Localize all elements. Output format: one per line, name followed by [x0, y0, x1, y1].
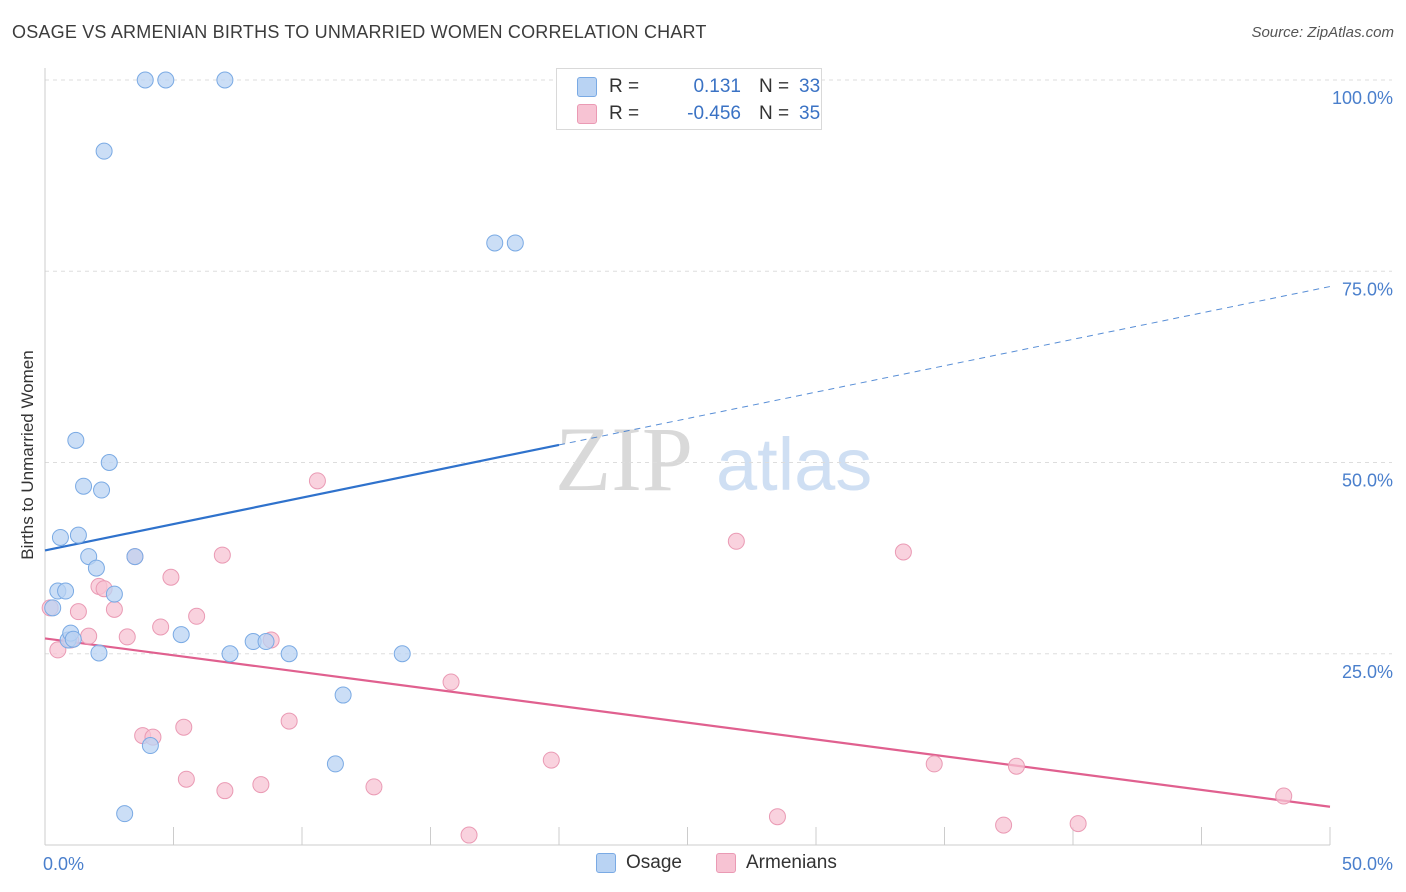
- correlation-legend: R = 0.131 N = 33 R = -0.456 N = 35: [556, 68, 822, 130]
- armenians-point-18: [216, 782, 234, 800]
- osage-point-21: [216, 71, 234, 89]
- armenians-r-value: -0.456: [687, 103, 741, 124]
- armenians-point-30: [925, 755, 943, 773]
- armenians-legend-label: Armenians: [746, 852, 837, 873]
- osage-trend-line: [44, 443, 560, 552]
- chart-title: OSAGE VS ARMENIAN BIRTHS TO UNMARRIED WO…: [12, 22, 707, 42]
- osage-n-value: 33: [799, 76, 821, 97]
- armenians-point-17: [213, 546, 231, 564]
- armenians-point-26: [542, 751, 560, 769]
- osage-point-11: [93, 481, 111, 499]
- osage-point-26: [326, 755, 344, 773]
- armenians-point-29: [894, 543, 912, 561]
- osage-point-19: [157, 71, 175, 89]
- armenians-point-14: [175, 718, 193, 736]
- osage-point-2: [51, 528, 69, 546]
- armenians-point-27: [727, 532, 745, 550]
- armenians-point-3: [69, 603, 87, 621]
- osage-point-20: [172, 626, 190, 644]
- osage-point-12: [95, 142, 113, 160]
- osage-point-28: [393, 645, 411, 663]
- osage-point-17: [136, 71, 154, 89]
- armenians-point-13: [162, 568, 180, 586]
- osage-point-0: [44, 599, 62, 617]
- armenians-point-32: [1007, 757, 1025, 775]
- watermark: ZIP atlas: [555, 408, 872, 510]
- osage-legend-label: Osage: [626, 852, 682, 873]
- armenians-n-label: N =: [759, 103, 790, 124]
- osage-point-3: [57, 582, 75, 600]
- legend-row-armenians: R = -0.456 N = 35: [557, 100, 820, 128]
- armenians-point-16: [188, 607, 206, 625]
- armenians-point-33: [1069, 815, 1087, 833]
- armenians-point-12: [152, 618, 170, 636]
- osage-point-27: [334, 686, 352, 704]
- osage-r-label: R =: [609, 76, 640, 97]
- legend-row-osage: R = 0.131 N = 33: [557, 73, 820, 101]
- armenians-point-15: [177, 770, 195, 788]
- osage-point-25: [280, 645, 298, 663]
- armenians-point-8: [118, 628, 136, 646]
- axes: [44, 68, 1331, 846]
- osage-point-7: [75, 477, 93, 495]
- osage-point-9: [87, 559, 105, 577]
- y-tick-label-75: 75.0%: [1342, 279, 1393, 299]
- armenians-point-21: [280, 712, 298, 730]
- osage-point-10: [90, 644, 108, 662]
- armenians-legend-swatch: [716, 853, 736, 873]
- osage-point-29: [69, 526, 87, 544]
- armenians-point-4: [80, 627, 98, 645]
- armenians-point-24: [442, 673, 460, 691]
- y-tick-label-100: 100.0%: [1332, 88, 1393, 108]
- data-points: [41, 71, 1293, 844]
- osage-swatch: [577, 77, 597, 97]
- osage-point-31: [486, 234, 504, 252]
- armenians-point-22: [308, 472, 326, 490]
- gridlines: [45, 79, 1392, 655]
- armenians-point-31: [995, 816, 1013, 834]
- y-tick-label-50: 50.0%: [1342, 471, 1393, 491]
- source-label: Source: ZipAtlas.com: [1251, 24, 1394, 41]
- legend-item-armenians[interactable]: Armenians: [716, 852, 837, 874]
- osage-point-14: [105, 585, 123, 603]
- armenians-point-1: [49, 641, 67, 659]
- osage-r-value: 0.131: [693, 76, 741, 97]
- osage-point-15: [116, 805, 134, 823]
- armenians-point-28: [768, 808, 786, 826]
- series-legend: Osage Armenians: [0, 852, 1406, 876]
- osage-legend-swatch: [596, 853, 616, 873]
- legend-item-osage[interactable]: Osage: [596, 852, 682, 874]
- osage-point-18: [141, 737, 159, 755]
- armenians-point-19: [252, 776, 270, 794]
- armenians-point-23: [365, 778, 383, 796]
- armenians-n-value: 35: [799, 103, 821, 124]
- x-tick-label-50: 50.0%: [1342, 854, 1393, 874]
- watermark-zip: ZIP: [555, 408, 693, 510]
- armenians-swatch: [577, 104, 597, 124]
- armenians-point-25: [460, 826, 478, 844]
- watermark-atlas: atlas: [716, 423, 872, 506]
- armenians-trend-line: [44, 637, 1331, 808]
- osage-point-30: [64, 630, 82, 648]
- osage-point-13: [100, 454, 118, 471]
- x-tick-label-0: 0.0%: [43, 854, 84, 874]
- osage-point-22: [221, 645, 239, 663]
- armenians-point-7: [105, 600, 123, 618]
- trend-lines: [44, 286, 1331, 808]
- osage-point-24: [257, 633, 275, 651]
- tick-labels: 25.0% 50.0% 75.0% 100.0% 0.0% 50.0%: [43, 88, 1393, 874]
- osage-n-label: N =: [759, 76, 790, 97]
- osage-point-6: [67, 431, 85, 449]
- y-tick-label-25: 25.0%: [1342, 662, 1393, 682]
- osage-point-32: [506, 234, 524, 252]
- armenians-point-34: [1275, 787, 1293, 805]
- osage-point-16: [126, 548, 144, 566]
- armenians-r-label: R =: [609, 103, 640, 124]
